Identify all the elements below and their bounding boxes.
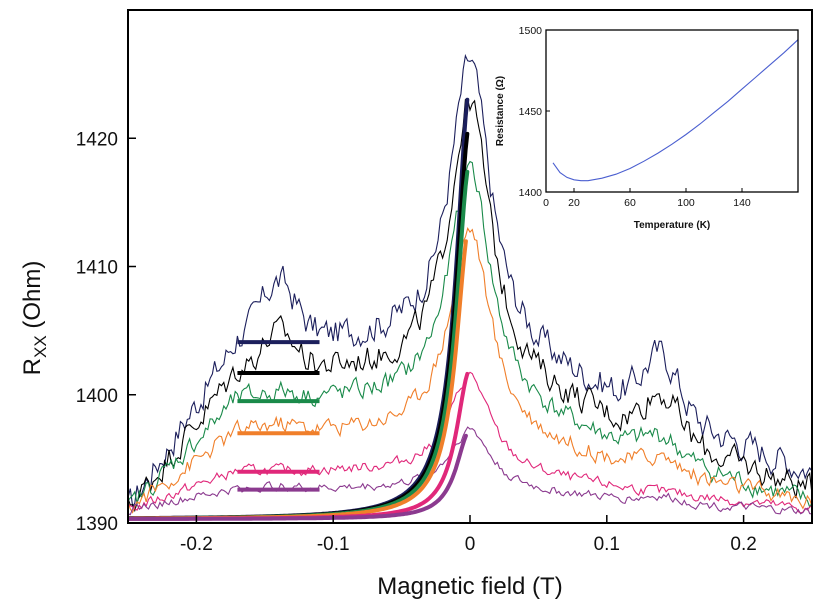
main-x-axis: -0.2 -0.1 0 0.1 0.2 — [180, 515, 757, 555]
y-axis-subscript: XX — [31, 335, 50, 358]
inset-chart: 0 20 60 100 140 1400 1450 1500 Temperature (K)… — [495, 25, 799, 231]
main-y-axis-title: RXX (Ohm) — [19, 261, 50, 376]
x-tick-label: -0.2 — [180, 534, 213, 555]
inset-x-axis-title: Temperature (K) — [634, 220, 711, 231]
inset-x-tick-label: 0 — [543, 197, 549, 209]
inset-x-tick-label: 100 — [677, 197, 695, 209]
inset-y-axis-title: Resistance (Ω) — [495, 76, 506, 146]
fit-line-2 — [128, 131, 470, 521]
fit-line-1 — [128, 97, 470, 521]
inset-y-tick-label: 1500 — [519, 25, 543, 37]
inset-y-axis: 1400 1450 1500 — [519, 25, 550, 199]
series-curve-2 — [128, 98, 812, 513]
fit-line-3 — [128, 169, 470, 521]
inset-y-tick-label: 1450 — [519, 106, 543, 118]
y-tick-label: 1410 — [76, 258, 118, 279]
inset-background — [546, 30, 798, 192]
y-tick-label: 1420 — [76, 129, 118, 150]
inset-curve — [552, 39, 798, 182]
series-curve-5 — [128, 371, 812, 514]
inset-series-group — [552, 39, 798, 182]
inset-x-axis: 0 20 60 100 140 — [543, 188, 751, 209]
fit-lines-group — [128, 97, 470, 521]
fit-line-6 — [128, 433, 468, 521]
reference-levels-group — [237, 340, 320, 492]
inset-x-tick-label: 20 — [568, 197, 580, 209]
x-tick-label: -0.1 — [317, 534, 350, 555]
inset-x-tick-label: 140 — [733, 197, 751, 209]
fit-line-4 — [128, 239, 468, 521]
x-tick-label: 0 — [465, 534, 476, 555]
inset-y-tick-label: 1400 — [519, 187, 543, 199]
y-axis-unit: (Ohm) — [19, 261, 46, 336]
y-tick-label: 1400 — [76, 386, 118, 407]
series-curve-3 — [128, 160, 812, 509]
x-tick-label: 0.1 — [594, 534, 620, 555]
series-curve-6 — [128, 426, 812, 516]
x-tick-label: 0.2 — [730, 534, 756, 555]
y-axis-symbol: R — [19, 358, 46, 375]
inset-x-tick-label: 60 — [624, 197, 636, 209]
main-y-axis: 1390 1400 1410 1420 — [76, 129, 136, 535]
main-x-axis-title: Magnetic field (T) — [377, 573, 562, 600]
y-tick-label: 1390 — [76, 514, 118, 535]
series-curve-1 — [128, 53, 812, 508]
series-curve-4 — [128, 227, 812, 514]
